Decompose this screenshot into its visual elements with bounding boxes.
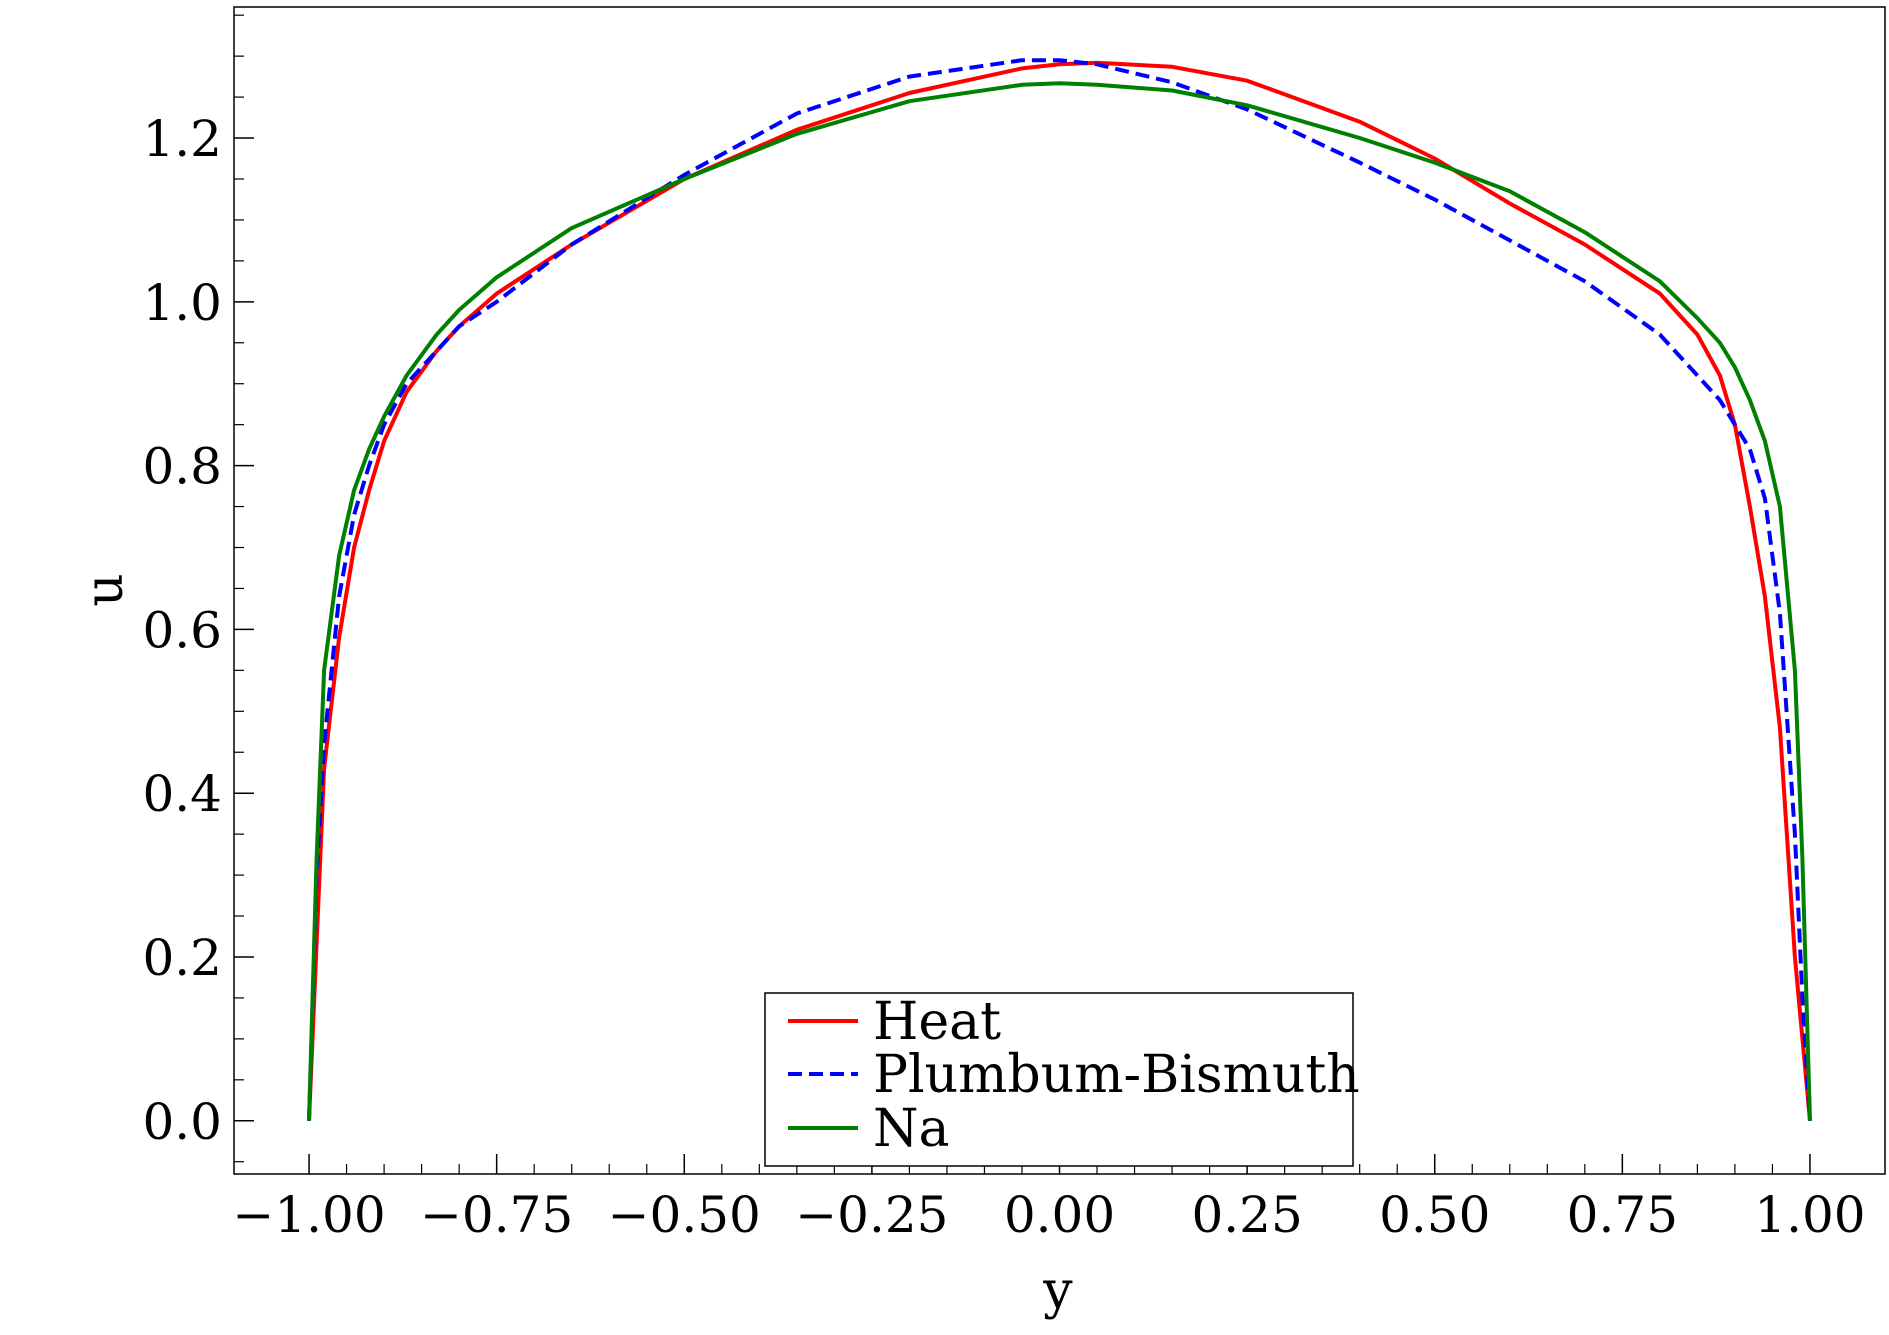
x-tick-label: 0.75 (1567, 1186, 1678, 1244)
legend: Heat Plumbum-Bismuth Na (764, 992, 1360, 1167)
y-tick-labels: 0.0 0.2 0.4 0.6 0.8 1.0 1.2 (142, 110, 222, 1151)
x-tick-label: −0.25 (795, 1186, 948, 1244)
x-axis-label: y (1042, 1261, 1073, 1321)
x-tick-label: −0.75 (420, 1186, 573, 1244)
y-tick-label: 0.4 (142, 765, 222, 823)
y-tick-label: 0.6 (142, 601, 222, 659)
y-tick-label: 0.0 (142, 1093, 222, 1151)
legend-box (764, 992, 1354, 1167)
x-tick-label: −1.00 (232, 1186, 385, 1244)
y-tick-label: 0.2 (142, 929, 222, 987)
x-tick-label: 0.50 (1379, 1186, 1490, 1244)
series-lines (307, 58, 1812, 1121)
y-tick-label: 1.2 (142, 110, 222, 168)
x-tick-label: −0.50 (608, 1186, 761, 1244)
y-axis-label: u (75, 573, 135, 607)
y-tick-label: 1.0 (142, 274, 222, 332)
x-tick-label: 1.00 (1754, 1186, 1865, 1244)
x-tick-labels: −1.00 −0.75 −0.50 −0.25 0.00 0.25 0.50 0.75 1.00 (232, 1186, 1865, 1244)
legend-label-plumbum-bismuth: Plumbum-Bismuth (873, 1045, 1360, 1105)
legend-label-na: Na (873, 1099, 950, 1159)
series-line-heat (307, 60, 1812, 1121)
y-tick-label: 0.8 (142, 438, 222, 496)
x-tick-label: 0.00 (1004, 1186, 1115, 1244)
legend-label-heat: Heat (873, 992, 1001, 1052)
series-line-na (307, 81, 1812, 1121)
series-line-plumbum-bismuth (307, 58, 1812, 1121)
x-tick-label: 0.25 (1191, 1186, 1302, 1244)
